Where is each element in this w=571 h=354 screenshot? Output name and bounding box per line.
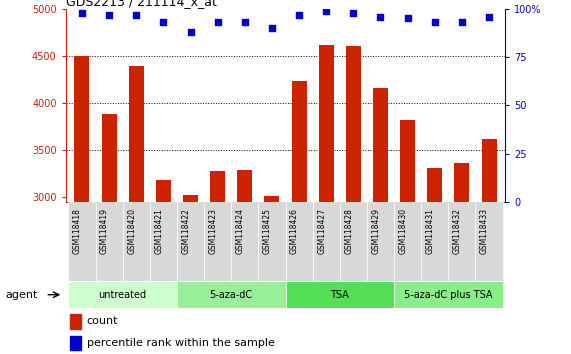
Bar bbox=[340, 202, 367, 281]
Bar bbox=[95, 202, 123, 281]
Bar bbox=[210, 171, 225, 202]
Text: percentile rank within the sample: percentile rank within the sample bbox=[87, 338, 275, 348]
Point bbox=[321, 8, 331, 13]
Bar bbox=[204, 202, 231, 281]
Text: GSM118420: GSM118420 bbox=[127, 208, 136, 254]
Bar bbox=[69, 281, 177, 308]
Text: count: count bbox=[87, 316, 118, 326]
Text: GSM118421: GSM118421 bbox=[154, 208, 163, 254]
Bar bbox=[346, 46, 361, 202]
Bar bbox=[476, 202, 502, 281]
Bar bbox=[74, 56, 90, 202]
Bar bbox=[177, 202, 204, 281]
Bar bbox=[400, 120, 415, 202]
Bar bbox=[150, 202, 177, 281]
Text: GSM118433: GSM118433 bbox=[480, 208, 489, 254]
Bar bbox=[177, 281, 286, 308]
Point bbox=[295, 12, 304, 17]
Point bbox=[186, 29, 195, 35]
Point bbox=[484, 14, 493, 19]
Text: untreated: untreated bbox=[99, 290, 147, 300]
Bar bbox=[286, 202, 313, 281]
Point bbox=[457, 19, 467, 25]
Bar bbox=[394, 281, 502, 308]
Bar bbox=[448, 202, 476, 281]
Bar bbox=[183, 195, 198, 202]
Bar bbox=[367, 202, 394, 281]
Text: GSM118419: GSM118419 bbox=[100, 208, 109, 254]
Point bbox=[349, 10, 358, 16]
Point bbox=[213, 19, 222, 25]
Text: agent: agent bbox=[6, 290, 38, 300]
Text: TSA: TSA bbox=[331, 290, 349, 300]
Bar bbox=[156, 180, 171, 202]
Bar bbox=[481, 139, 497, 202]
Bar bbox=[286, 281, 394, 308]
Bar bbox=[394, 202, 421, 281]
Text: GSM118429: GSM118429 bbox=[372, 208, 380, 254]
Bar bbox=[69, 202, 95, 281]
Point bbox=[104, 12, 114, 17]
Bar bbox=[129, 66, 144, 202]
Point bbox=[267, 25, 276, 31]
Text: 5-aza-dC: 5-aza-dC bbox=[210, 290, 253, 300]
Text: GSM118431: GSM118431 bbox=[426, 208, 435, 254]
Point bbox=[240, 19, 250, 25]
Text: 5-aza-dC plus TSA: 5-aza-dC plus TSA bbox=[404, 290, 493, 300]
Bar bbox=[70, 336, 81, 350]
Text: GSM118432: GSM118432 bbox=[453, 208, 462, 254]
Bar bbox=[258, 202, 286, 281]
Bar bbox=[70, 314, 81, 329]
Bar bbox=[102, 114, 116, 202]
Point bbox=[376, 14, 385, 19]
Point bbox=[430, 19, 439, 25]
Point bbox=[78, 10, 87, 16]
Bar bbox=[427, 168, 442, 202]
Text: GSM118430: GSM118430 bbox=[399, 208, 408, 254]
Text: GSM118426: GSM118426 bbox=[290, 208, 299, 254]
Bar bbox=[313, 202, 340, 281]
Bar bbox=[264, 196, 279, 202]
Text: GSM118422: GSM118422 bbox=[182, 208, 191, 254]
Bar bbox=[319, 45, 333, 202]
Text: GSM118428: GSM118428 bbox=[344, 208, 353, 254]
Bar bbox=[238, 170, 252, 202]
Text: GSM118427: GSM118427 bbox=[317, 208, 326, 254]
Point bbox=[159, 19, 168, 25]
Bar bbox=[292, 81, 307, 202]
Bar bbox=[231, 202, 258, 281]
Bar bbox=[373, 88, 388, 202]
Text: GDS2213 / 211114_x_at: GDS2213 / 211114_x_at bbox=[66, 0, 216, 8]
Text: GSM118425: GSM118425 bbox=[263, 208, 272, 254]
Point bbox=[132, 12, 141, 17]
Bar bbox=[455, 163, 469, 202]
Bar bbox=[123, 202, 150, 281]
Bar bbox=[421, 202, 448, 281]
Text: GSM118424: GSM118424 bbox=[236, 208, 245, 254]
Point bbox=[403, 16, 412, 21]
Text: GSM118418: GSM118418 bbox=[73, 208, 82, 254]
Text: GSM118423: GSM118423 bbox=[208, 208, 218, 254]
